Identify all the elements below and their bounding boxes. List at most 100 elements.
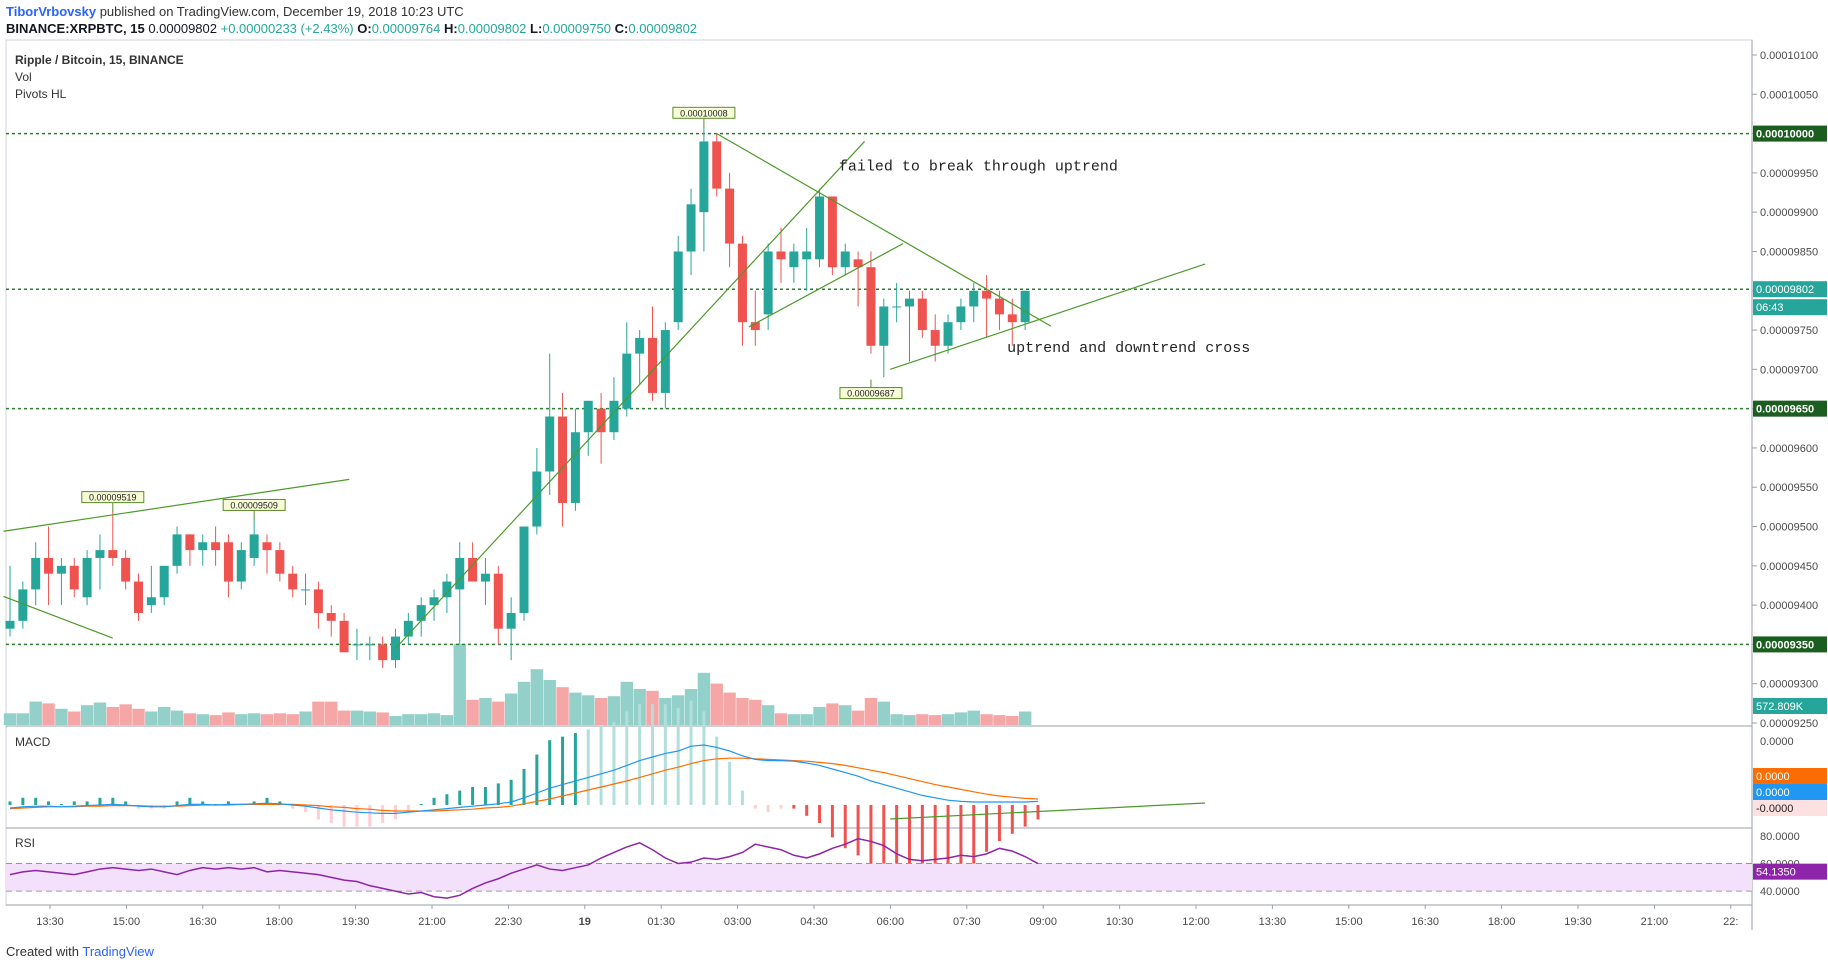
volume-bar — [453, 644, 466, 725]
macd-histogram-bar — [689, 700, 693, 805]
candle-body — [493, 573, 503, 629]
candle-body — [583, 400, 593, 433]
price-tick-label: 0.00009450 — [1760, 561, 1818, 573]
macd-histogram-bar — [895, 805, 899, 881]
candle-body — [288, 573, 298, 590]
macd-histogram-bar — [72, 801, 76, 805]
volume-bar — [119, 704, 132, 725]
candle-body — [313, 589, 323, 613]
volume-bar — [929, 715, 942, 725]
macd-histogram-bar — [663, 704, 667, 805]
volume-bar — [337, 710, 351, 725]
candle-body — [622, 353, 632, 409]
candle-body — [18, 589, 28, 621]
macd-histogram-bar — [201, 801, 205, 805]
macd-histogram-bar — [728, 761, 732, 805]
price-tick-label: 0.00009250 — [1760, 718, 1818, 730]
time-tick-label: 19:30 — [1564, 916, 1592, 928]
volume-bar — [723, 692, 736, 725]
macd-histogram-bar — [843, 805, 847, 849]
volume-bar — [415, 714, 428, 725]
candle-body — [763, 251, 773, 315]
macd-histogram-bar — [586, 729, 590, 805]
candle-body — [827, 196, 837, 268]
candle-body — [468, 557, 478, 582]
candle-body — [815, 196, 825, 260]
candle-body — [236, 550, 246, 582]
candle-body — [69, 565, 79, 590]
rsi-tick-label: 80.0000 — [1760, 831, 1800, 843]
macd-histogram-bar — [406, 805, 410, 813]
pivot-label-text: 0.00009509 — [230, 500, 278, 510]
time-tick-label: 18:00 — [265, 916, 293, 928]
volume-bar — [222, 712, 235, 725]
volume-legend: Vol — [15, 70, 32, 84]
candle-body — [82, 557, 92, 598]
candle-body — [1007, 314, 1017, 323]
volume-bar — [864, 698, 878, 725]
candle-body — [185, 534, 195, 551]
candle-body — [532, 471, 542, 527]
time-tick-label: 07:30 — [953, 916, 981, 928]
tradingview-logo[interactable]: TradingView — [82, 944, 154, 959]
macd-histogram-bar — [59, 804, 63, 805]
pivot-label-text: 0.00009687 — [847, 389, 895, 399]
macd-histogram-bar — [445, 794, 449, 805]
macd-histogram-bar — [766, 805, 770, 813]
level-price-badge: 0.00010000 — [1756, 129, 1814, 141]
candle-body — [301, 589, 311, 591]
macd-histogram-bar — [792, 805, 796, 809]
candle-body — [596, 408, 606, 433]
macd-hist-badge: -0.0000 — [1756, 803, 1793, 815]
candle-body — [648, 337, 657, 393]
candle-body — [750, 322, 760, 331]
candle-body — [776, 251, 786, 260]
candle-body — [712, 141, 722, 189]
time-tick-label: 15:00 — [1335, 916, 1363, 928]
candle-body — [699, 141, 709, 213]
candle-body — [249, 534, 259, 558]
macd-histogram-bar — [920, 805, 924, 888]
price-tick-label: 0.00010050 — [1760, 89, 1818, 101]
candle-body — [275, 550, 285, 574]
volume-bar — [209, 715, 222, 725]
macd-histogram-bar — [599, 725, 603, 805]
pivot-label: 0.00009519 — [81, 491, 145, 512]
candle-body — [635, 337, 645, 354]
time-tick-label: 19 — [579, 916, 591, 928]
level-price-badge: 0.00009650 — [1756, 404, 1814, 416]
macd-histogram-bar — [355, 805, 359, 827]
volume-bar — [3, 713, 17, 725]
author-link[interactable]: TiborVrbovsky — [6, 4, 97, 19]
volume-bar — [145, 711, 158, 725]
volume-bar — [877, 701, 890, 725]
volume-bar — [286, 714, 299, 725]
volume-bar — [839, 705, 852, 725]
volume-bar — [235, 714, 248, 725]
macd-histogram-bar — [715, 736, 719, 805]
time-tick-label: 16:30 — [1411, 916, 1439, 928]
trendline — [395, 141, 865, 649]
volume-bar — [903, 715, 916, 725]
candle-body — [892, 306, 902, 308]
macd-histogram-bar — [291, 805, 295, 809]
time-tick-label: 06:00 — [877, 916, 905, 928]
volume-bar — [389, 716, 402, 725]
macd-histogram-bar — [612, 722, 616, 805]
macd-signal-badge-bg — [1753, 768, 1827, 784]
publish-line: TiborVrbovsky published on TradingView.c… — [6, 4, 464, 19]
close-label: C: — [614, 21, 629, 36]
price-tick-label: 0.00009950 — [1760, 168, 1818, 180]
candle-body — [506, 612, 516, 629]
footer: Created with TradingView — [6, 944, 154, 959]
macd-histogram-bar — [856, 805, 860, 856]
volume-bar — [80, 705, 94, 725]
time-tick-label: 12:00 — [1182, 916, 1210, 928]
volume-bar — [106, 707, 119, 725]
macd-line — [9, 744, 1039, 815]
candle-body — [146, 597, 156, 606]
volume-bar — [826, 703, 839, 725]
open-label: O: — [357, 21, 372, 36]
volume-bar — [749, 699, 762, 725]
